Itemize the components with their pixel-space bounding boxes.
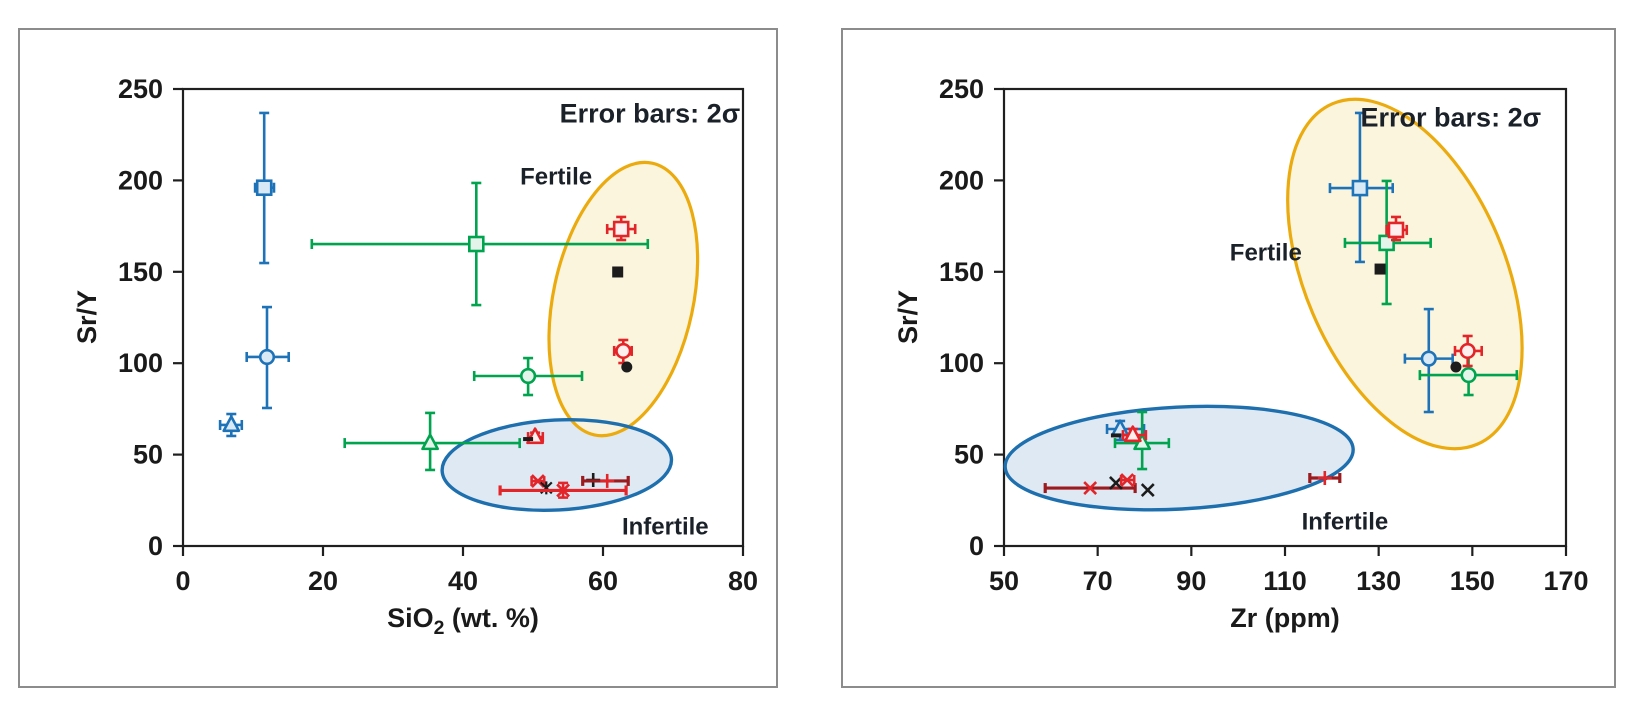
- panel-zr-error-bars-note: Error bars: 2σ: [1361, 102, 1542, 132]
- panel-sio2-infertile-label: Infertile: [622, 513, 709, 540]
- panel-sio2-axes: 0 20 40 60 80 0 50 100 150 200 250 SiO2 (wt. %) Sr/Y: [72, 74, 758, 639]
- panel-zr-green-open-square: [1343, 179, 1432, 306]
- panel-zr-black-filled-square: [1374, 263, 1386, 275]
- panel-sio2-green-open-square: [310, 181, 650, 307]
- panel-zr-blue-open-circle: [1403, 307, 1454, 414]
- panel-zr-black-filled-circle: [1450, 361, 1462, 373]
- panel-sio2-red-open-circle: [612, 338, 634, 365]
- panel-zr-xtick-110: 110: [1263, 566, 1307, 596]
- panel-sio2-blue-open-circle: [245, 305, 291, 410]
- panel-zr-xtick-170: 170: [1543, 566, 1588, 596]
- panel-sio2-black-filled-circle: [621, 361, 633, 373]
- panel-zr-xtick-50: 50: [989, 566, 1019, 596]
- panel-zr-xaxis-title: Zr (ppm): [1230, 603, 1339, 633]
- panel-sio2-blue-open-triangle: [218, 412, 244, 438]
- fertile-ellipse-fill: [1287, 99, 1523, 449]
- panel-sio2-ytick-200: 200: [118, 165, 163, 195]
- panel-zr-black-x-2: [1140, 483, 1155, 497]
- fertile-ellipse-fill: [548, 162, 698, 436]
- panel-zr-blue-open-square: [1328, 111, 1395, 264]
- panel-zr-infertile-label: Infertile: [1302, 508, 1389, 535]
- fertile-ellipse-outline: [547, 160, 700, 438]
- infertile-ellipse-outline: [1003, 404, 1355, 512]
- infertile-ellipse-outline: [440, 418, 674, 513]
- panel-zr-ytick-250: 250: [939, 74, 984, 104]
- panel-sio2-xtick-60: 60: [588, 566, 618, 596]
- panel-sio2-black-filled-square: [612, 266, 624, 278]
- panel-sio2-blue-open-square: [253, 111, 276, 265]
- panel-sio2-red-open-square: [605, 215, 637, 242]
- fertile-ellipse-outline: [1286, 97, 1524, 451]
- panel-zr-red-open-triangle: [1121, 425, 1148, 443]
- panel-zr-ytick-50: 50: [954, 440, 984, 470]
- infertile-ellipse-fill: [1005, 406, 1354, 510]
- panel-zr-red-open-square: [1385, 215, 1409, 242]
- panel-sio2: 0 20 40 60 80 0 50 100 150 200 250 SiO2 (wt. %) Sr/Y…: [18, 28, 778, 688]
- panel-sio2-xtick-0: 0: [175, 566, 190, 596]
- panel-sio2-ytick-0: 0: [148, 531, 163, 561]
- panel-sio2-red-x-2: [498, 481, 628, 499]
- panel-sio2-yaxis-title: Sr/Y: [72, 290, 102, 344]
- panel-sio2-error-bars-note: Error bars: 2σ: [560, 98, 741, 128]
- panel-zr-red-open-circle: [1453, 334, 1483, 368]
- panel-zr-black-dash: [1110, 433, 1121, 438]
- panel-sio2-green-open-circle: [472, 356, 584, 397]
- panel-sio2-fertile-label: Fertile: [520, 163, 592, 190]
- panel-sio2-xtick-80: 80: [728, 566, 758, 596]
- panel-sio2-black-dash: [523, 437, 534, 442]
- panel-sio2-xtick-40: 40: [448, 566, 478, 596]
- panel-zr-ytick-150: 150: [939, 257, 984, 287]
- panel-zr-red-x-2: [1119, 473, 1136, 487]
- panel-sio2-red-plus: [581, 473, 630, 488]
- panel-zr-ytick-200: 200: [939, 165, 984, 195]
- panel-sio2-xtick-20: 20: [308, 566, 338, 596]
- panel-zr-xtick-90: 90: [1176, 566, 1206, 596]
- panel-sio2-ytick-100: 100: [118, 348, 163, 378]
- panel-zr-xtick-70: 70: [1083, 566, 1113, 596]
- panel-zr-ytick-100: 100: [939, 348, 984, 378]
- panel-zr-yaxis-title: Sr/Y: [893, 290, 923, 344]
- panel-sio2-ytick-50: 50: [133, 440, 163, 470]
- panel-sio2-ytick-250: 250: [118, 74, 163, 104]
- panel-sio2-xaxis-title: SiO2 (wt. %): [387, 603, 539, 639]
- panel-zr-ytick-0: 0: [969, 531, 984, 561]
- panel-zr-fertile-label: Fertile: [1230, 239, 1302, 266]
- panel-sio2-green-open-triangle: [343, 411, 522, 472]
- panel-zr-xtick-150: 150: [1450, 566, 1495, 596]
- panel-sio2-ytick-150: 150: [118, 257, 163, 287]
- panel-zr-red-plus: [1308, 470, 1342, 485]
- panel-zr-xtick-130: 130: [1356, 566, 1401, 596]
